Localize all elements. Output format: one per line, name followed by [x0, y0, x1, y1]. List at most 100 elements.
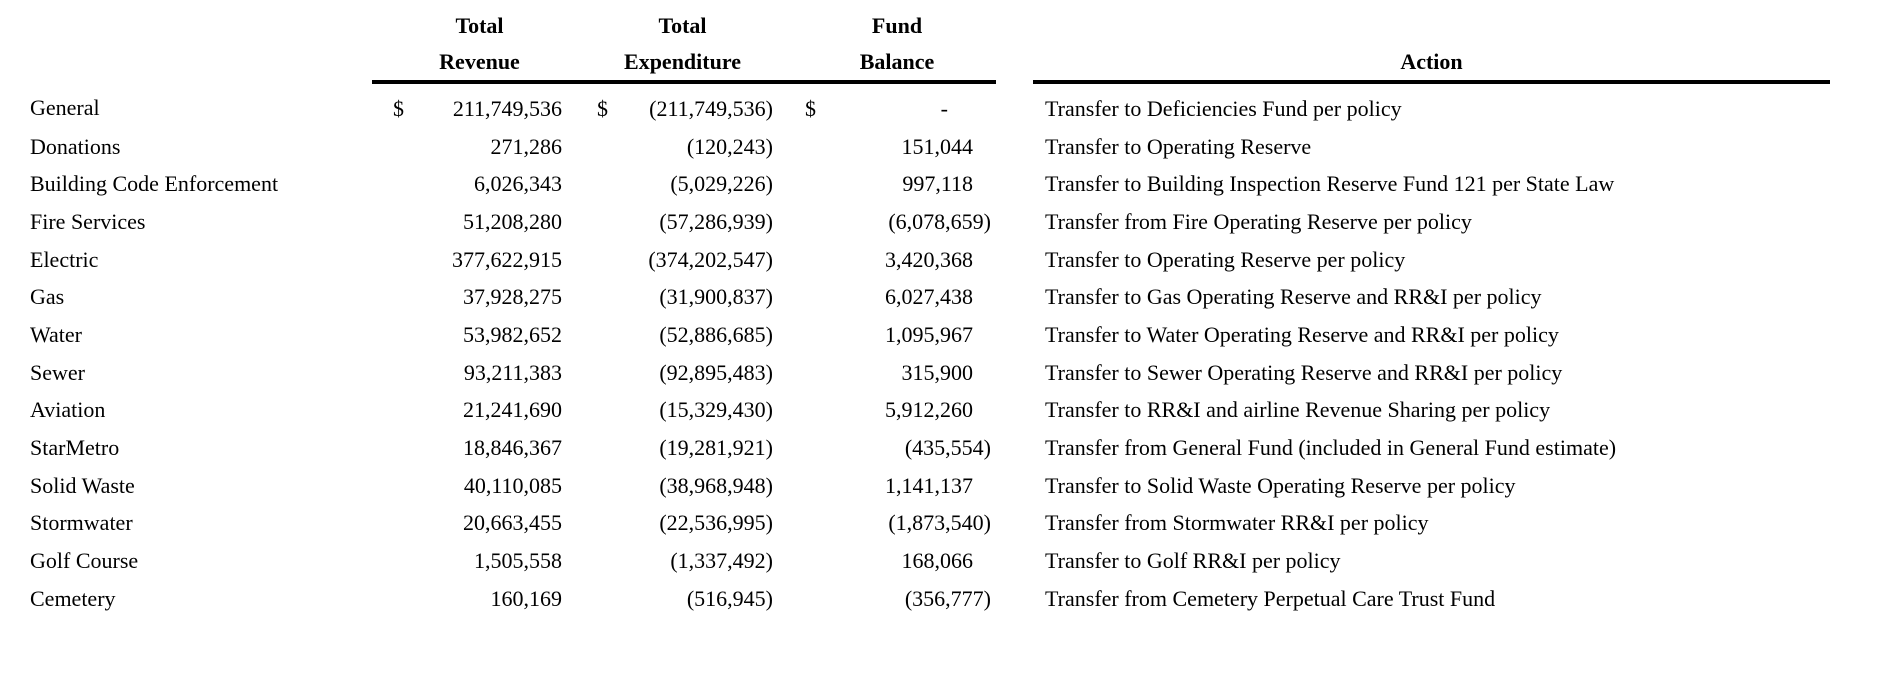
balance-cell-value: 168,066	[901, 548, 974, 574]
table-row: Electric 377,622,915 (374,202,547) 3,420,36…	[0, 241, 1830, 279]
gap-cell	[996, 505, 1033, 543]
fund-name-cell: Fire Services	[30, 208, 146, 234]
expenditure-cell-value: (22,536,995)	[659, 510, 773, 536]
gap-cell	[996, 392, 1033, 430]
balance-cell-value: 3,420,368	[885, 246, 973, 272]
fund-name-cell: Cemetery	[30, 585, 116, 611]
revenue-cell-value: 271,286	[490, 133, 563, 159]
expenditure-cell: (120,243)	[567, 128, 778, 166]
table-row: Gas 37,928,275 (31,900,837) 6,027,438 Transf…	[0, 278, 1830, 316]
expenditure-cell-value: (57,286,939)	[659, 208, 773, 234]
revenue-cell: 6,026,343	[372, 165, 567, 203]
fund-balance-table: Total Total Fund Revenue Expenditure Bal…	[0, 8, 1830, 618]
revenue-cell: $211,749,536	[372, 82, 567, 128]
balance-cell-value: 5,912,260	[885, 397, 973, 423]
revenue-cell: 18,846,367	[372, 429, 567, 467]
gap-cell	[996, 542, 1033, 580]
revenue-cell: 160,169	[372, 580, 567, 618]
revenue-cell-value: 53,982,652	[463, 321, 562, 347]
table-row: Donations 271,286 (120,243) 151,044 Transfer…	[0, 128, 1830, 166]
revenue-cell: 53,982,652	[372, 316, 567, 354]
balance-cell-value: 315,900	[901, 359, 974, 385]
revenue-cell: 21,241,690	[372, 392, 567, 430]
fund-header-spacer	[0, 44, 372, 82]
expenditure-cell-value: (92,895,483)	[659, 359, 773, 385]
fund-name-cell: General	[30, 94, 100, 120]
expenditure-cell-value: (38,968,948)	[659, 472, 773, 498]
balance-cell-value: (6,078,659)	[888, 208, 991, 234]
expenditure-header-line1: Total	[658, 13, 707, 38]
expenditure-header-line2: Expenditure	[567, 44, 778, 84]
revenue-cell: 271,286	[372, 128, 567, 166]
expenditure-cell: (22,536,995)	[567, 505, 778, 543]
revenue-header-line1: Total	[455, 13, 504, 38]
currency-symbol: $	[805, 95, 816, 121]
header-row-2: Revenue Expenditure Balance Action	[0, 44, 1830, 84]
expenditure-cell-value: (211,749,536)	[649, 95, 773, 121]
balance-cell-value: 151,044	[901, 133, 974, 159]
balance-cell-value: 6,027,438	[885, 284, 973, 310]
revenue-cell-value: 1,505,558	[474, 548, 562, 574]
revenue-cell: 377,622,915	[372, 241, 567, 279]
balance-cell-value: 997,118	[902, 171, 973, 197]
balance-cell-value: -	[940, 95, 948, 121]
fund-name-cell: Sewer	[30, 359, 85, 385]
balance-cell-value: (1,873,540)	[888, 510, 991, 536]
revenue-cell-value: 377,622,915	[452, 246, 562, 272]
currency-symbol: $	[393, 95, 404, 121]
table-row: Golf Course 1,505,558 (1,337,492) 168,066 Tr…	[0, 542, 1830, 580]
expenditure-cell: (92,895,483)	[567, 354, 778, 392]
expenditure-cell-value: (120,243)	[686, 133, 773, 159]
balance-cell: (435,554)	[778, 429, 996, 467]
table-row: Stormwater 20,663,455 (22,536,995) (1,873,5…	[0, 505, 1830, 543]
action-header: Action	[1033, 44, 1830, 84]
expenditure-cell: (1,337,492)	[567, 542, 778, 580]
fund-name-cell: Electric	[30, 246, 99, 272]
gap-cell	[996, 354, 1033, 392]
fund-name-cell: Donations	[30, 133, 121, 159]
expenditure-cell-value: (516,945)	[686, 585, 773, 611]
revenue-cell: 20,663,455	[372, 505, 567, 543]
action-cell: Transfer to Deficiencies Fund per policy	[1045, 95, 1402, 121]
action-cell: Transfer to Water Operating Reserve and …	[1045, 321, 1559, 347]
expenditure-cell-value: (5,029,226)	[670, 171, 773, 197]
gap-cell	[996, 316, 1033, 354]
balance-cell-value: 1,141,137	[885, 472, 973, 498]
balance-cell: (356,777)	[778, 580, 996, 618]
table-row: General $211,749,536 $ (211,749,536) $ - Trans…	[0, 82, 1830, 128]
fund-name-cell: StarMetro	[30, 435, 120, 461]
balance-cell: (6,078,659)	[778, 203, 996, 241]
revenue-cell-value: 37,928,275	[463, 284, 562, 310]
expenditure-cell-value: (1,337,492)	[670, 548, 773, 574]
gap-header-spacer	[996, 44, 1033, 82]
fund-header-spacer	[0, 8, 372, 44]
balance-header-line1: Fund	[871, 13, 923, 38]
table-row: Fire Services 51,208,280 (57,286,939) (6,07…	[0, 203, 1830, 241]
fund-name-cell: Building Code Enforcement	[30, 171, 279, 197]
expenditure-cell: (57,286,939)	[567, 203, 778, 241]
fund-name-cell: Water	[30, 321, 82, 347]
table-row: Solid Waste 40,110,085 (38,968,948) 1,141,1…	[0, 467, 1830, 505]
balance-cell: 151,044	[778, 128, 996, 166]
revenue-cell-value: 160,169	[490, 585, 563, 611]
revenue-cell-value: 18,846,367	[463, 435, 562, 461]
gap-cell	[996, 82, 1033, 128]
revenue-cell-value: 211,749,536	[452, 95, 562, 121]
expenditure-cell: (52,886,685)	[567, 316, 778, 354]
revenue-cell-value: 51,208,280	[463, 208, 562, 234]
table-row: Water 53,982,652 (52,886,685) 1,095,967 Tran…	[0, 316, 1830, 354]
expenditure-cell: (5,029,226)	[567, 165, 778, 203]
revenue-cell-value: 20,663,455	[463, 510, 562, 536]
balance-cell: 5,912,260	[778, 392, 996, 430]
expenditure-cell: (516,945)	[567, 580, 778, 618]
action-cell: Transfer to Sewer Operating Reserve and …	[1045, 359, 1563, 385]
gap-cell	[996, 467, 1033, 505]
action-cell: Transfer from Cemetery Perpetual Care Tr…	[1045, 585, 1496, 611]
header-row-1: Total Total Fund	[0, 8, 1830, 44]
action-cell: Transfer from Fire Operating Reserve per…	[1045, 208, 1472, 234]
balance-cell: 997,118	[778, 165, 996, 203]
expenditure-cell-value: (19,281,921)	[659, 435, 773, 461]
balance-cell: 6,027,438	[778, 278, 996, 316]
gap-cell	[996, 241, 1033, 279]
